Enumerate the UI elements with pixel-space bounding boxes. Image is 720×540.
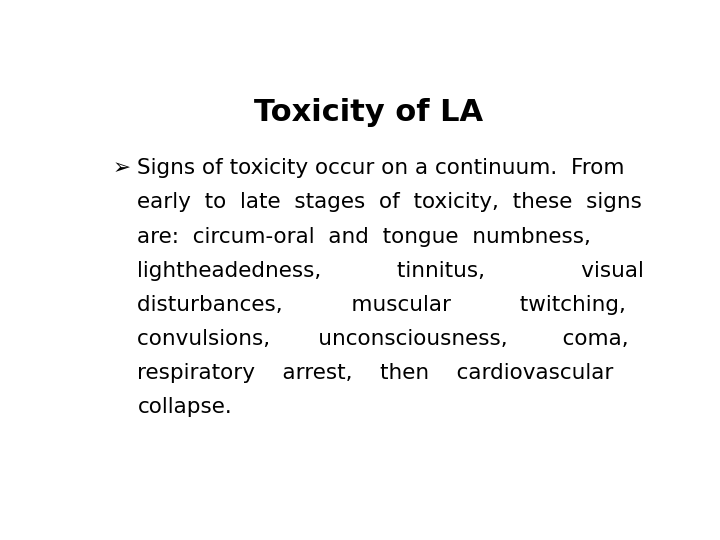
Text: Toxicity of LA: Toxicity of LA: [254, 98, 484, 127]
Text: early  to  late  stages  of  toxicity,  these  signs: early to late stages of toxicity, these …: [138, 192, 642, 212]
Text: ➢: ➢: [112, 158, 130, 178]
Text: collapse.: collapse.: [138, 397, 232, 417]
Text: disturbances,          muscular          twitching,: disturbances, muscular twitching,: [138, 295, 626, 315]
Text: lightheadedness,           tinnitus,              visual: lightheadedness, tinnitus, visual: [138, 261, 644, 281]
Text: are:  circum-oral  and  tongue  numbness,: are: circum-oral and tongue numbness,: [138, 227, 591, 247]
Text: Signs of toxicity occur on a continuum.  From: Signs of toxicity occur on a continuum. …: [138, 158, 625, 178]
Text: respiratory    arrest,    then    cardiovascular: respiratory arrest, then cardiovascular: [138, 363, 614, 383]
Text: convulsions,       unconsciousness,        coma,: convulsions, unconsciousness, coma,: [138, 329, 629, 349]
